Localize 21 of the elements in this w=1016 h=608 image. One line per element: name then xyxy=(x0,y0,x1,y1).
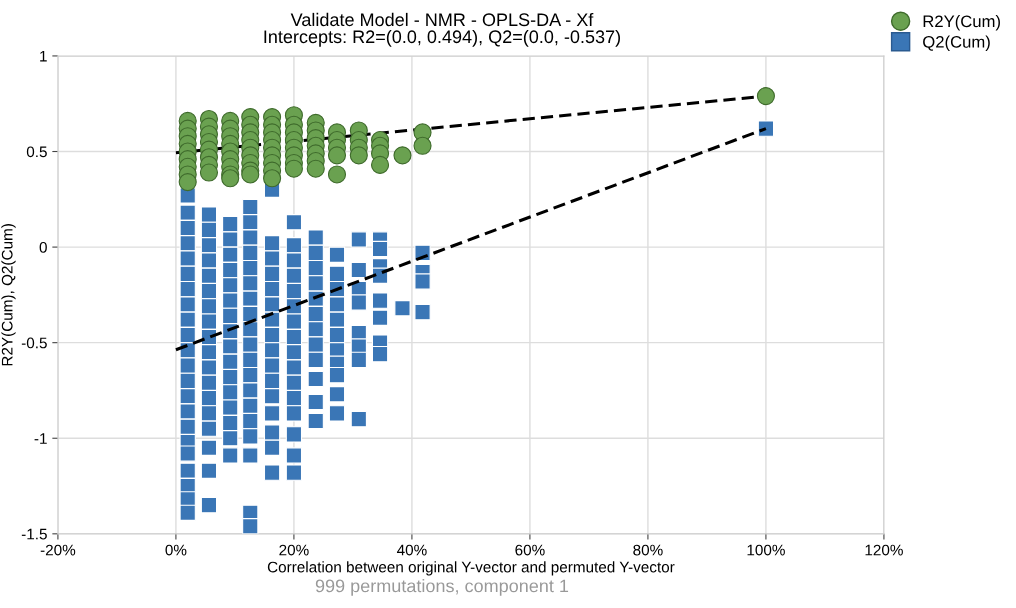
y-tick-label: -1.5 xyxy=(21,528,47,540)
x-tick-label: 0% xyxy=(165,544,187,556)
x-tick-label: 80% xyxy=(633,544,663,556)
x-tick-label: 100% xyxy=(747,544,785,556)
y-axis-title: R2Y(Cum), Q2(Cum) xyxy=(1,224,16,366)
legend-label: Q2(Cum) xyxy=(923,35,990,52)
x-tick-label: -20% xyxy=(40,544,76,556)
y-tick-label: -1 xyxy=(34,433,47,444)
y-tick-label: 0.5 xyxy=(26,146,47,158)
x-axis-title: Correlation between original Y-vector and permuted Y-vector xyxy=(267,561,675,576)
y-tick-label: 0 xyxy=(39,241,47,253)
x-tick-label: 120% xyxy=(865,544,903,556)
y-tick-label: -0.5 xyxy=(21,337,47,349)
chart-subtitle: Intercepts: R2=(0.0, 0.494), Q2=(0.0, -0.537) xyxy=(264,29,620,47)
text: 999 permutations, component 1 xyxy=(315,579,569,596)
x-tick-label: 40% xyxy=(396,544,427,556)
x-tick-label: 20% xyxy=(279,544,309,556)
legend-label: R2Y(Cum) xyxy=(923,15,1000,31)
y-tick-label: 1 xyxy=(40,50,47,62)
x-tick-label: 60% xyxy=(515,544,545,556)
chart-title: Validate Model - NMR - OPLS-DA - Xf xyxy=(290,12,594,27)
